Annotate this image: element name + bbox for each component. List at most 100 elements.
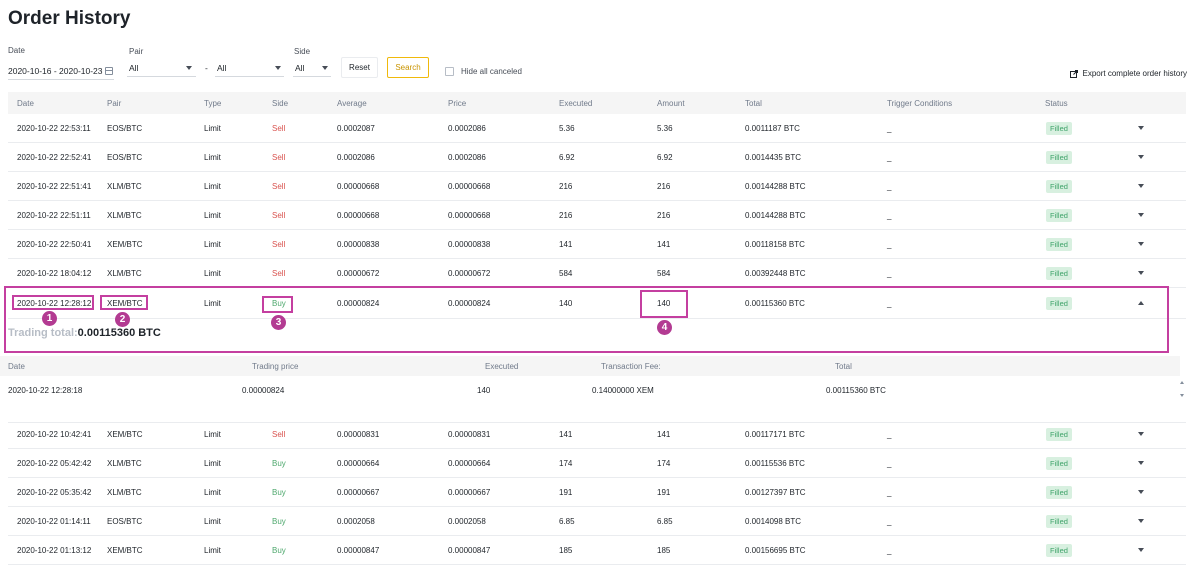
- row-date: 2020-10-22 01:14:11: [17, 517, 91, 526]
- col-price: Price: [448, 99, 467, 108]
- chevron-down-icon[interactable]: [1138, 213, 1144, 217]
- hide-canceled-checkbox[interactable]: [445, 67, 454, 76]
- table-row[interactable]: 2020-10-22 22:53:11 EOS/BTC Limit Sell 0.000…: [8, 114, 1186, 143]
- table-row[interactable]: 2020-10-22 01:14:11 EOS/BTC Limit Buy 0.0002…: [8, 507, 1186, 536]
- col-trigger: Trigger Conditions: [887, 99, 953, 108]
- calendar-icon[interactable]: [105, 67, 113, 75]
- row-date: 2020-10-22 22:50:41: [17, 240, 92, 249]
- row-trigger: _: [887, 488, 892, 497]
- row-total: 0.00117171 BTC: [745, 430, 805, 439]
- pair-quote-select[interactable]: All: [217, 63, 227, 73]
- export-link[interactable]: Export complete order history: [1069, 69, 1187, 78]
- side-filter-label: Side: [294, 47, 311, 56]
- chevron-down-icon[interactable]: [322, 66, 328, 70]
- col-average: Average: [337, 99, 367, 108]
- row-average: 0.00000824: [337, 299, 380, 308]
- table-row[interactable]: 2020-10-22 05:42:42 XLM/BTC Limit Buy 0.0000…: [8, 449, 1186, 478]
- highlight-expanded-order: [4, 286, 1169, 353]
- row-total: 0.00392448 BTC: [745, 269, 806, 278]
- row-total: 0.00156695 BTC: [745, 546, 806, 555]
- row-type: Limit: [204, 211, 221, 220]
- col-status: Status: [1045, 99, 1068, 108]
- chevron-down-icon[interactable]: [1138, 519, 1144, 523]
- detail-header: Date Trading price Executed Transaction …: [0, 356, 1180, 376]
- table-header: Date Pair Type Side Average Price Execut…: [8, 92, 1186, 114]
- row-type: Limit: [204, 517, 221, 526]
- status-badge: Filled: [1046, 180, 1072, 193]
- table-row[interactable]: 2020-10-22 18:04:12 XLM/BTC Limit Sell 0.000…: [8, 259, 1186, 288]
- chevron-down-icon[interactable]: [186, 66, 192, 70]
- pair-base-select[interactable]: All: [129, 63, 139, 73]
- table-row[interactable]: 2020-10-22 22:50:41 XEM/BTC Limit Sell 0.000…: [8, 230, 1186, 259]
- date-filter-label: Date: [8, 46, 25, 55]
- row-price: 0.00000668: [448, 211, 491, 220]
- row-amount: 6.92: [657, 153, 673, 162]
- detail-divider: [8, 422, 1186, 423]
- row-average: 0.00000831: [337, 430, 380, 439]
- table-row-expanded[interactable]: 2020-10-22 12:28:12 XEM/BTC Limit Buy 0.…: [8, 289, 1186, 319]
- row-pair: XEM/BTC: [107, 546, 143, 555]
- row-total: 0.00144288 BTC: [745, 182, 806, 191]
- chevron-down-icon[interactable]: [1138, 242, 1144, 246]
- chevron-down-icon[interactable]: [1138, 271, 1144, 275]
- row-date: 2020-10-22 01:13:12: [17, 546, 92, 555]
- row-type: Limit: [204, 124, 221, 133]
- date-range-input[interactable]: 2020-10-16 - 2020-10-23: [8, 66, 103, 76]
- search-button[interactable]: Search: [387, 57, 429, 78]
- row-trigger: _: [887, 546, 892, 555]
- row-side: Buy: [272, 299, 286, 308]
- status-badge: Filled: [1046, 544, 1072, 557]
- col-date: Date: [17, 99, 34, 108]
- row-total: 0.0011187 BTC: [745, 124, 800, 133]
- row-amount: 140: [657, 299, 671, 308]
- chevron-down-icon[interactable]: [1138, 548, 1144, 552]
- trading-total: Trading total:0.00115360 BTC: [8, 327, 161, 339]
- table-row[interactable]: 2020-10-22 01:13:12 XEM/BTC Limit Buy 0.0000…: [8, 536, 1186, 565]
- row-average: 0.00000847: [337, 546, 380, 555]
- detail-trading-price: 0.00000824: [242, 386, 285, 395]
- status-badge: Filled: [1046, 122, 1072, 135]
- table-row[interactable]: 2020-10-22 22:51:11 XLM/BTC Limit Sell 0.000…: [8, 201, 1186, 230]
- reset-button[interactable]: Reset: [341, 57, 378, 78]
- row-price: 0.0002058: [448, 517, 486, 526]
- table-row[interactable]: 2020-10-22 05:35:42 XLM/BTC Limit Buy 0.0000…: [8, 478, 1186, 507]
- row-price: 0.00000847: [448, 546, 491, 555]
- table-row[interactable]: 2020-10-22 22:51:41 XLM/BTC Limit Sell 0.000…: [8, 172, 1186, 201]
- row-pair: XLM/BTC: [107, 459, 142, 468]
- highlight-date: [12, 295, 94, 310]
- pair-separator: -: [205, 63, 208, 73]
- status-badge: Filled: [1046, 267, 1072, 280]
- chevron-down-icon[interactable]: [1138, 155, 1144, 159]
- chevron-down-icon[interactable]: [1138, 461, 1144, 465]
- row-amount: 216: [657, 211, 671, 220]
- row-type: Limit: [204, 240, 221, 249]
- detail-col-date: Date: [8, 362, 25, 371]
- status-badge: Filled: [1046, 151, 1072, 164]
- row-trigger: _: [887, 240, 892, 249]
- row-date: 2020-10-22 05:35:42: [17, 488, 92, 497]
- scroll-up-icon[interactable]: [1180, 381, 1184, 384]
- scroll-down-icon[interactable]: [1180, 394, 1184, 397]
- side-select[interactable]: All: [295, 63, 305, 73]
- table-row[interactable]: 2020-10-22 10:42:41 XEM/BTC Limit Sell 0.000…: [8, 420, 1186, 449]
- chevron-up-icon[interactable]: [1138, 301, 1144, 305]
- table-row[interactable]: 2020-10-22 22:52:41 EOS/BTC Limit Sell 0.000…: [8, 143, 1186, 172]
- row-trigger: _: [887, 182, 892, 191]
- row-trigger: _: [887, 269, 892, 278]
- detail-col-trading-price: Trading price: [252, 362, 299, 371]
- highlight-amount: [640, 290, 688, 318]
- chevron-down-icon[interactable]: [1138, 126, 1144, 130]
- detail-date: 2020-10-22 12:28:18: [8, 386, 83, 395]
- row-trigger: _: [887, 517, 892, 526]
- row-amount: 5.36: [657, 124, 673, 133]
- chevron-down-icon[interactable]: [1138, 490, 1144, 494]
- row-side: Buy: [272, 488, 286, 497]
- chevron-down-icon[interactable]: [1138, 184, 1144, 188]
- row-executed: 174: [559, 459, 573, 468]
- chevron-down-icon[interactable]: [1138, 432, 1144, 436]
- chevron-down-icon[interactable]: [275, 66, 281, 70]
- row-date: 2020-10-22 22:51:11: [17, 211, 91, 220]
- col-type: Type: [204, 99, 222, 108]
- row-side: Buy: [272, 459, 286, 468]
- row-executed: 584: [559, 269, 573, 278]
